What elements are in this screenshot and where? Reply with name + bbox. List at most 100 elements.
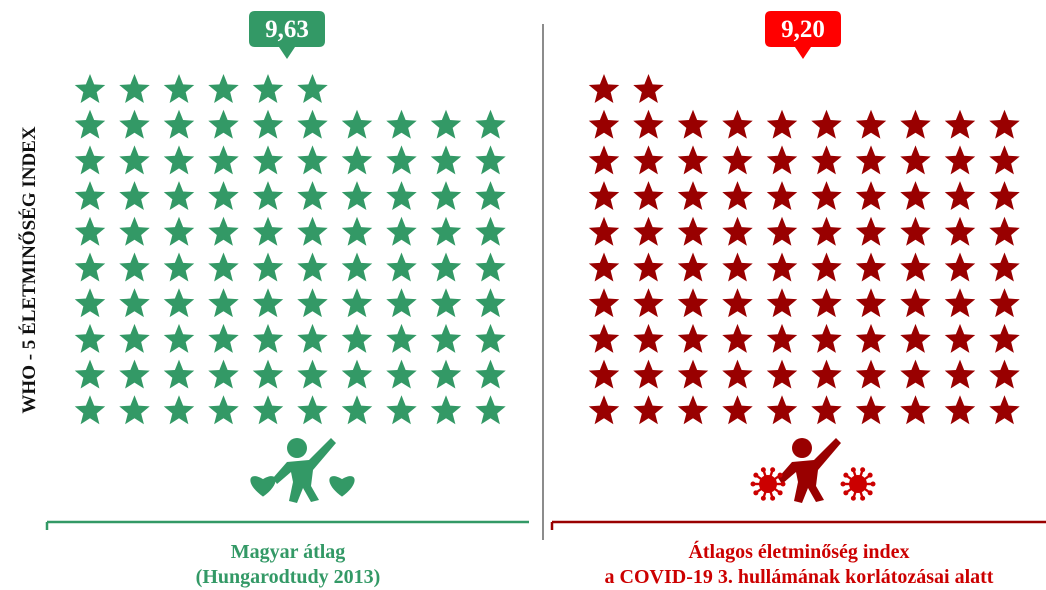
star-icon [119,216,150,246]
star-icon [252,181,284,211]
star-icon [900,216,931,246]
star-icon [475,109,506,139]
star-icon [386,216,417,246]
star-icon [722,109,753,139]
star-icon [633,109,664,139]
star-icon [588,252,620,282]
star-icon [430,288,462,318]
star-icon [900,288,931,318]
value-label: 9,63 [265,16,309,43]
star-icon [341,359,373,389]
star-icon [677,145,709,175]
star-icon [163,323,195,353]
star-icon [119,109,150,139]
star-icon [74,252,106,282]
star-icon [900,359,931,389]
star-icon [74,181,106,211]
star-icon [855,395,887,425]
star-icon [900,181,931,211]
star-icon [475,216,506,246]
star-icon [855,288,887,318]
star-icon [989,323,1020,353]
star-icon [386,145,417,175]
star-icon [989,359,1020,389]
star-icon [722,181,753,211]
star-icon [386,288,417,318]
star-icon [386,323,417,353]
star-icon [855,145,887,175]
star-icon [855,252,887,282]
star-icon [855,359,887,389]
star-icon [944,288,976,318]
star-icon [208,359,239,389]
bracket [45,520,529,530]
star-icon [297,216,328,246]
star-icon [252,74,284,103]
star-icon [252,109,284,139]
star-icon [989,252,1020,282]
star-icon [341,181,373,211]
star-icon [74,395,106,425]
star-icon [633,216,664,246]
star-icon [900,252,931,282]
star-icon [208,74,239,103]
star-icon [119,395,150,425]
star-icon [430,109,462,139]
star-icon [722,395,753,425]
value-label: 9,20 [781,16,825,43]
star-icon [722,323,753,353]
star-icon [74,145,106,175]
star-icon [811,395,842,425]
star-icon [74,109,106,139]
star-icon [989,288,1020,318]
star-icon [766,216,798,246]
star-icon [430,216,462,246]
star-icon [208,323,239,353]
star-icon [430,359,462,389]
caption-line-1: Magyar átlag [230,541,346,563]
star-icon [722,359,753,389]
star-icon [677,323,709,353]
star-icon [989,109,1020,139]
star-icon [475,145,506,175]
caption-line-2: a COVID-19 3. hullámának korlátozásai al… [604,566,994,588]
star-icon [677,288,709,318]
star-icon [944,109,976,139]
star-icon [944,395,976,425]
star-icon [722,145,753,175]
star-icon [252,288,284,318]
star-icon [677,252,709,282]
star-icon [208,395,239,425]
star-icon [386,359,417,389]
star-icon [119,323,150,353]
star-icon [386,181,417,211]
person-with-virus-icon [750,438,876,503]
panel-hungarian-average: 9,63 [45,11,529,530]
star-icon [475,252,506,282]
star-icon [341,145,373,175]
star-icon [766,252,798,282]
star-icon [119,252,150,282]
star-icon [900,145,931,175]
value-badge [765,11,841,59]
star-icon [163,359,195,389]
star-icon [297,288,328,318]
star-icon [989,216,1020,246]
star-icon [811,181,842,211]
star-icon [341,395,373,425]
star-icon [297,252,328,282]
star-icon [766,145,798,175]
happy-person-with-hearts-icon [250,438,355,503]
star-icon [74,359,106,389]
star-icon [588,359,620,389]
star-icon [588,288,620,318]
star-icon [633,181,664,211]
star-icon [944,216,976,246]
star-icon [252,359,284,389]
star-icon [900,109,931,139]
star-icon [633,252,664,282]
star-icon [588,109,620,139]
star-icon [119,181,150,211]
star-icon [163,216,195,246]
star-icon [74,288,106,318]
